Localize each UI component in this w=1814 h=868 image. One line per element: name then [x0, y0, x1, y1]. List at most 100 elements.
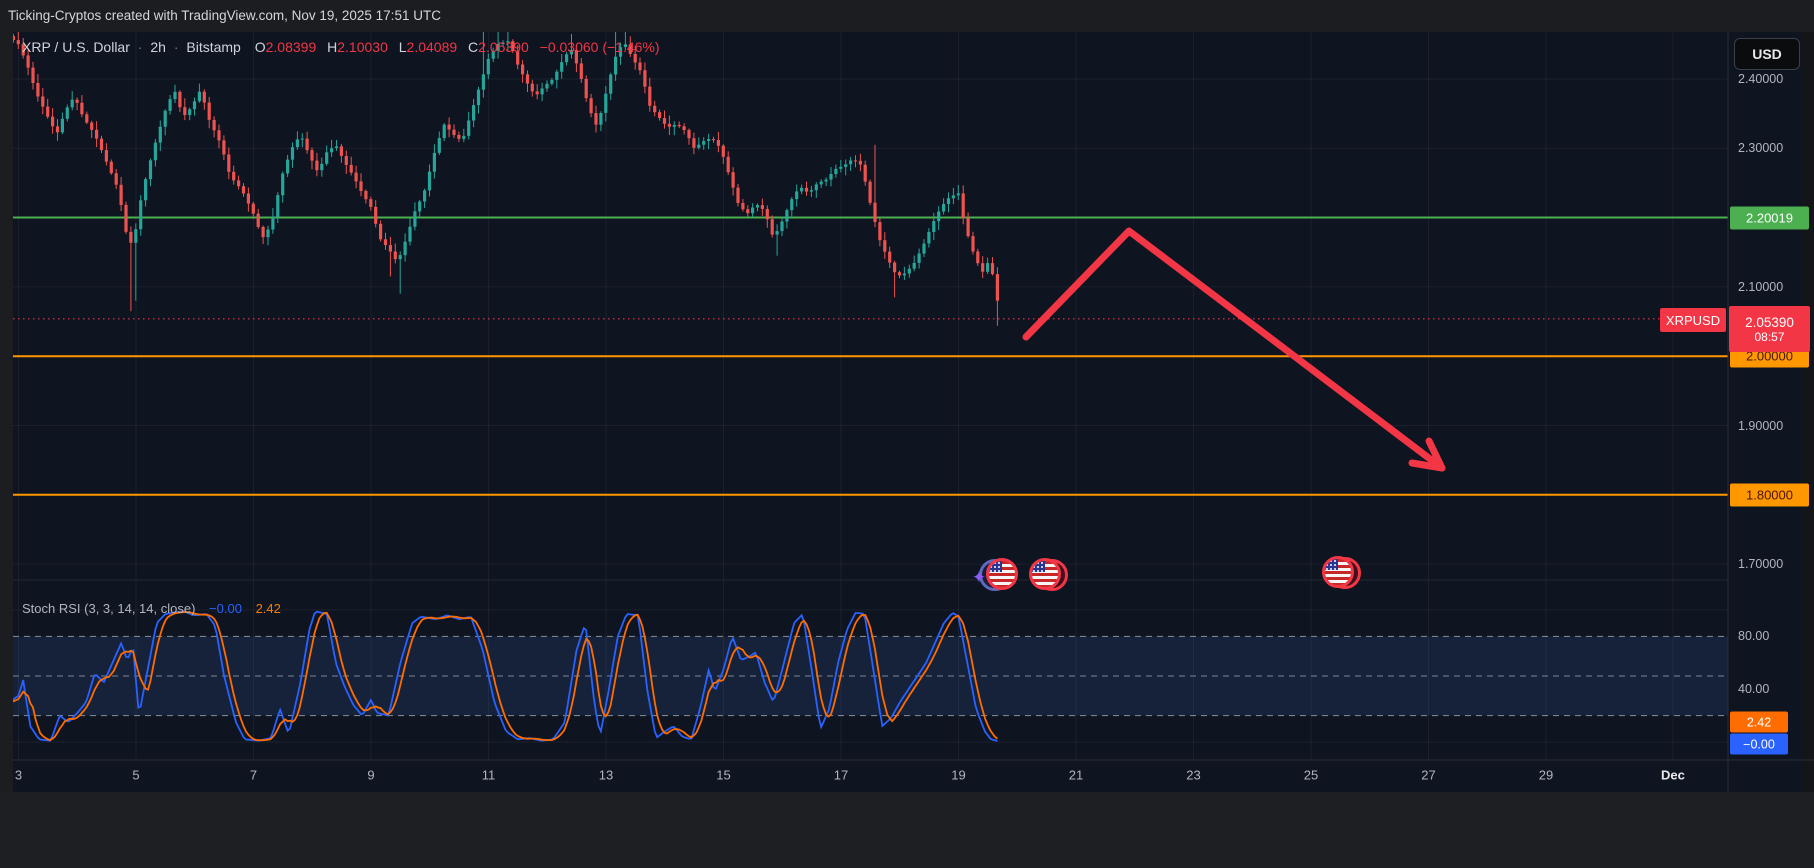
candle [153, 139, 157, 167]
candle [197, 83, 201, 103]
candle [770, 215, 774, 238]
candle [462, 128, 466, 143]
candle [731, 167, 735, 196]
candle [109, 159, 113, 175]
candle [491, 47, 495, 63]
candle [746, 205, 750, 217]
time-tick-label: 17 [833, 767, 849, 783]
candle [550, 77, 554, 86]
time-tick-label: 7 [249, 767, 258, 783]
candle [51, 108, 55, 134]
candle [354, 165, 358, 189]
sparkle-icon: ✦ [971, 568, 987, 587]
price-level-lines[interactable] [13, 216, 1728, 496]
low-value: 2.04089 [406, 39, 458, 55]
candle [237, 175, 241, 190]
candle [893, 260, 897, 298]
candle [403, 233, 407, 262]
candle [971, 231, 975, 255]
price-tick-label: 2.10000 [1738, 279, 1784, 294]
candle [339, 143, 343, 163]
candle [937, 206, 941, 230]
candle [966, 212, 970, 238]
stoch-rsi-legend[interactable]: Stoch RSI (3, 3, 14, 14, close) −0.00 2.… [22, 601, 281, 616]
flag-canton [1325, 559, 1338, 570]
flag-canton [989, 561, 1002, 572]
currency-toggle-button[interactable]: USD [1734, 38, 1800, 70]
candle [286, 154, 290, 178]
candle [535, 84, 539, 100]
close-value: 2.05390 [478, 39, 529, 55]
candle [408, 218, 412, 246]
title-bar: Ticking-Cryptos created with TradingView… [0, 0, 1814, 32]
symbol-legend[interactable]: XRP / U.S. Dollar · 2h · Bitstamp O2.083… [22, 39, 660, 55]
candle [618, 42, 623, 65]
candle [902, 266, 906, 280]
candle [7, 26, 10, 43]
candle [599, 111, 603, 132]
candle [486, 53, 490, 80]
last-price-label[interactable]: 2.05390 08:57 [1729, 306, 1810, 352]
stoch-k-line [13, 610, 998, 742]
candle [290, 142, 295, 168]
candle [809, 185, 813, 197]
candle [212, 116, 216, 138]
stoch-rsi-title: Stoch RSI (3, 3, 14, 14, close) [22, 601, 196, 616]
close-label: C [468, 39, 479, 55]
candle [36, 74, 40, 102]
candle [530, 79, 534, 97]
candle [148, 158, 153, 187]
candle [447, 117, 451, 138]
candle [682, 123, 686, 135]
time-tick-label: 5 [132, 767, 140, 783]
candle [80, 95, 84, 118]
candle [344, 150, 348, 174]
candle [785, 208, 789, 229]
candle [418, 199, 422, 219]
time-tick-label: 15 [716, 767, 731, 783]
candle [883, 232, 887, 259]
candle [775, 224, 779, 256]
us-flag-event-icon[interactable] [1322, 556, 1354, 588]
candle [139, 195, 143, 236]
candle [707, 133, 711, 150]
candle [873, 144, 877, 228]
candle [521, 60, 525, 83]
candlestick-series [7, 26, 999, 326]
time-tick-label: 11 [481, 767, 496, 783]
candle [276, 192, 280, 223]
high-label: H [327, 39, 338, 55]
support-line-label-1_80[interactable]: 1.80000 [1730, 483, 1809, 507]
price-tick-label: 2.40000 [1738, 72, 1784, 86]
trend-arrow-annotation[interactable] [1022, 227, 1446, 472]
exchange-label: Bitstamp [186, 39, 241, 55]
us-flag-event-icon[interactable] [986, 558, 1018, 590]
candle [472, 98, 476, 128]
candle [369, 196, 373, 211]
candle [144, 177, 148, 207]
time-tick-label: Dec [1660, 767, 1685, 783]
candle [31, 61, 35, 90]
candle [711, 136, 716, 143]
candle [241, 183, 246, 197]
candle [922, 239, 926, 257]
resistance-line-label[interactable]: 2.20019 [1730, 206, 1809, 229]
candle [398, 251, 402, 294]
us-flag-event-icon[interactable] [1029, 558, 1061, 590]
candle [476, 86, 481, 114]
candle [628, 36, 632, 57]
stoch-tick-label: 80.00 [1738, 629, 1770, 644]
candle [834, 164, 838, 178]
candle [956, 185, 960, 200]
bar-countdown: 08:57 [1754, 329, 1785, 344]
candle [26, 48, 30, 76]
candle [697, 137, 701, 150]
candle [990, 257, 995, 276]
candle [545, 80, 549, 92]
candle [658, 109, 662, 121]
candle [667, 115, 671, 136]
candle [951, 188, 955, 205]
candle [65, 104, 69, 122]
